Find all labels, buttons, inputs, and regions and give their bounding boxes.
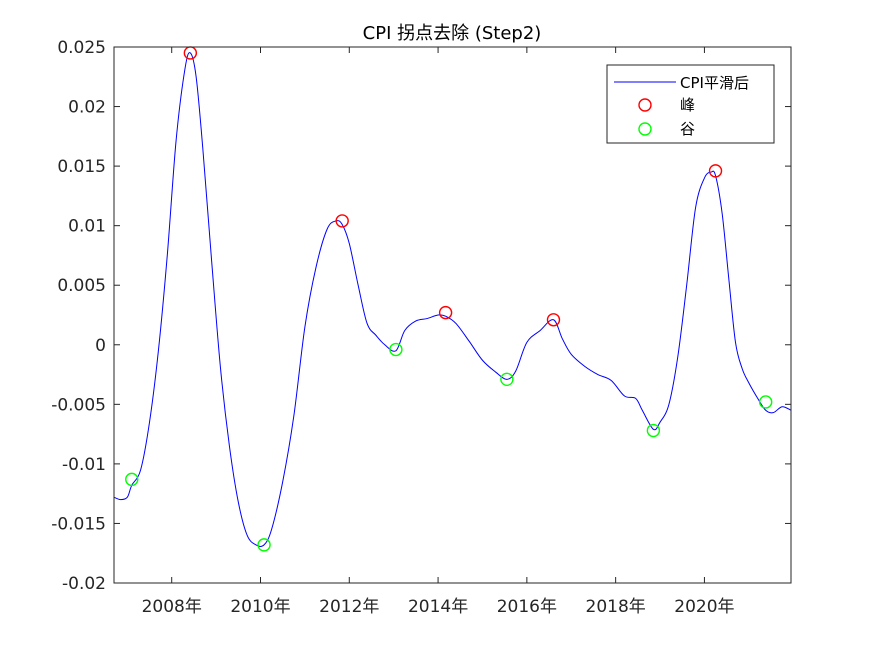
x-axis: 2008年 2010年 2012年 2014年 2016年 2018年 2020年	[142, 47, 735, 617]
chart-title: CPI 拐点去除 (Step2)	[363, 23, 542, 44]
peak-marker	[335, 214, 349, 228]
y-tick-label: 0	[95, 336, 106, 356]
series-layer	[113, 46, 792, 552]
y-tick-label: -0.015	[51, 514, 106, 534]
peak-marker	[708, 164, 723, 178]
legend: CPI平滑后 峰 谷	[606, 64, 775, 144]
trough-marker	[758, 395, 773, 409]
x-tick-label: 2012年	[319, 597, 379, 617]
peak-marker	[438, 305, 453, 320]
trough-marker	[257, 538, 271, 552]
trough-marker	[500, 372, 514, 387]
trough-marker	[125, 472, 139, 487]
legend-label-smoothed: CPI平滑后	[680, 74, 749, 92]
trough-marker	[389, 342, 403, 357]
plot-frame	[113, 46, 792, 584]
y-tick-label: 0.015	[57, 157, 106, 177]
x-tick-label: 2014年	[408, 597, 468, 617]
trough-marker	[646, 423, 661, 438]
x-tick-label: 2016年	[497, 597, 557, 617]
y-tick-label: 0.025	[57, 38, 106, 58]
y-tick-label: 0.01	[68, 217, 106, 237]
x-tick-label: 2010年	[230, 597, 290, 617]
x-tick-label: 2020年	[674, 597, 734, 617]
y-tick-label: -0.01	[62, 455, 106, 475]
legend-box	[606, 64, 775, 144]
legend-label-trough: 谷	[680, 120, 695, 138]
y-axis: 0.025 0.02 0.015 0.01 0.005 0 -0.005 -0.01 -0.01…	[51, 38, 791, 594]
legend-trough-marker	[638, 122, 652, 136]
legend-label-peak: 峰	[680, 96, 695, 114]
y-tick-label: -0.02	[62, 574, 106, 594]
series-line-cpi-smoothed	[113, 52, 792, 547]
peak-marker	[546, 313, 561, 327]
legend-peak-marker	[638, 98, 652, 112]
y-tick-label: 0.005	[57, 276, 106, 296]
y-tick-label: 0.02	[68, 98, 106, 118]
y-tick-label: -0.005	[51, 395, 106, 415]
x-tick-label: 2018年	[586, 597, 646, 617]
x-tick-label: 2008年	[142, 597, 202, 617]
